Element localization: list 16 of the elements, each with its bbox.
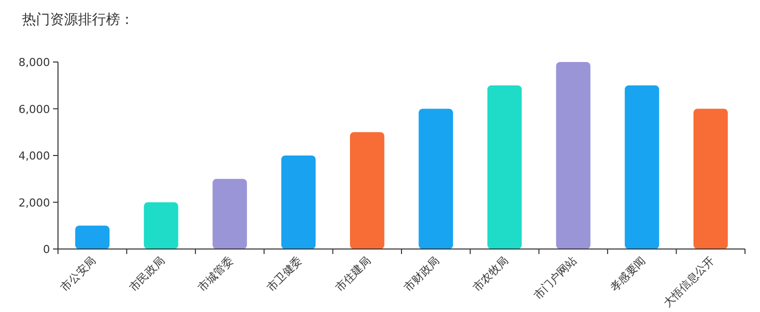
- xtick: 市住建局: [332, 254, 374, 294]
- xtick: 市公安局: [58, 254, 98, 294]
- xtick: 大悟信息公开: [660, 254, 717, 310]
- title: 热门资源排行榜：: [22, 12, 134, 28]
- xtick: 市门户网站: [531, 254, 580, 302]
- xtick: 市农牧局: [470, 254, 511, 294]
- xtick: 市民政局: [126, 254, 168, 294]
- ytick: 6,000: [18, 102, 50, 116]
- ytick: 4,000: [18, 150, 50, 162]
- xtick: 市卫健委: [264, 254, 305, 294]
- ytick: 0: [43, 243, 50, 256]
- ytick: 2,000: [18, 196, 50, 210]
- xtick: 市城管委: [196, 254, 236, 294]
- xtick: 孝感要闻: [608, 254, 648, 294]
- xtick: 市财政局: [402, 254, 442, 294]
- ytick: 8,000: [18, 56, 50, 69]
